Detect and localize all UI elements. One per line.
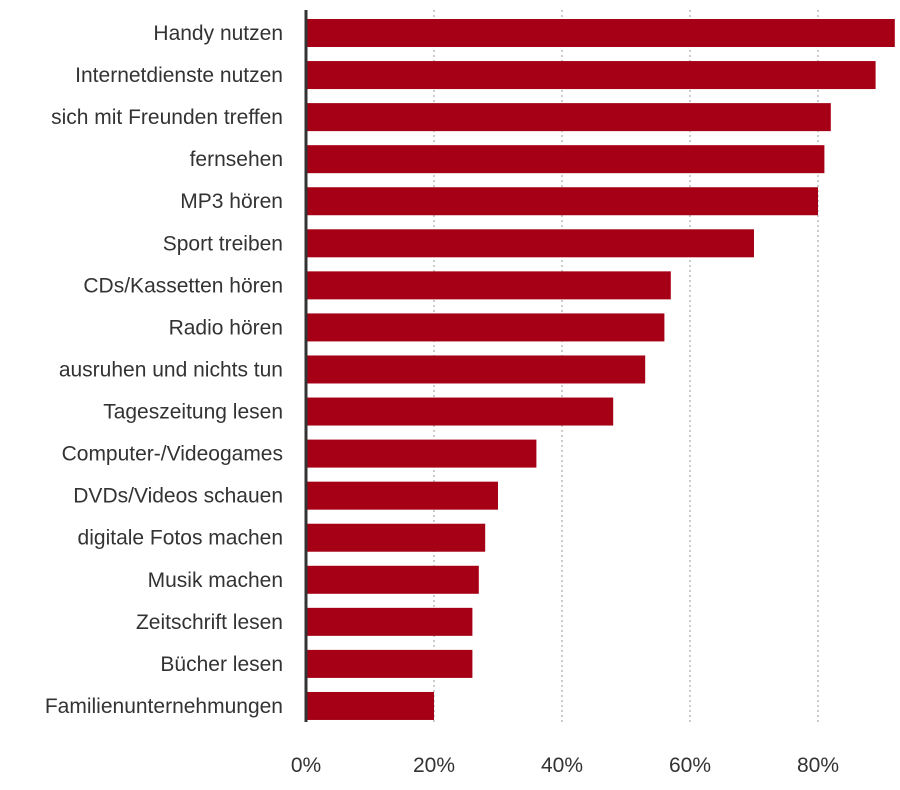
bar xyxy=(306,565,479,594)
bar xyxy=(306,607,473,636)
category-label: Tageszeitung lesen xyxy=(103,401,283,424)
x-tick-label: 60% xyxy=(669,754,711,777)
category-label: Musik machen xyxy=(148,569,283,592)
bar xyxy=(306,145,825,174)
category-label: Computer-/Videogames xyxy=(62,443,283,466)
category-label: ausruhen und nichts tun xyxy=(59,358,283,381)
bar xyxy=(306,649,473,678)
bar xyxy=(306,691,434,720)
bar xyxy=(306,19,895,47)
category-label: Internetdienste nutzen xyxy=(75,64,283,87)
category-label: fernsehen xyxy=(190,148,283,171)
bar xyxy=(306,103,831,132)
bar xyxy=(306,271,671,300)
bar xyxy=(306,313,665,342)
category-label: CDs/Kassetten hören xyxy=(83,274,283,297)
category-label: Zeitschrift lesen xyxy=(136,611,283,634)
category-label: digitale Fotos machen xyxy=(78,527,283,550)
category-label: sich mit Freunden treffen xyxy=(51,106,283,129)
x-tick-label: 80% xyxy=(797,754,839,777)
bar xyxy=(306,397,614,426)
category-label: Bücher lesen xyxy=(160,653,283,676)
category-label: Radio hören xyxy=(169,316,283,339)
category-label: MP3 hören xyxy=(180,190,283,213)
category-label: Handy nutzen xyxy=(153,22,283,45)
x-tick-label: 40% xyxy=(541,754,583,777)
category-label: Familienunternehmungen xyxy=(45,695,283,718)
x-tick-label: 0% xyxy=(291,754,321,777)
x-tick-label: 20% xyxy=(413,754,455,777)
category-label: DVDs/Videos schauen xyxy=(73,485,283,508)
bar xyxy=(306,355,646,384)
bar xyxy=(306,439,537,468)
bar xyxy=(306,481,498,510)
bar xyxy=(306,229,754,258)
bar xyxy=(306,523,486,552)
category-label: Sport treiben xyxy=(163,232,283,255)
bar xyxy=(306,187,818,216)
bar xyxy=(306,61,876,90)
